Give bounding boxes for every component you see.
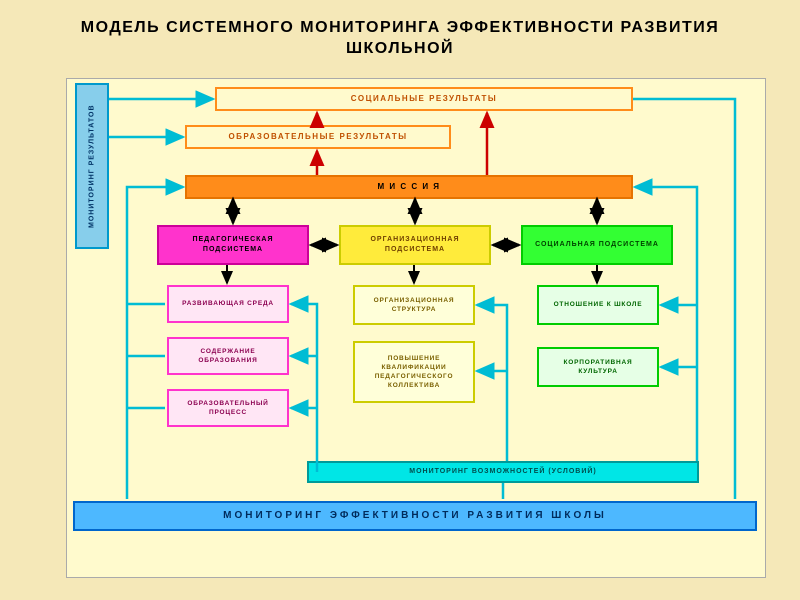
box-edu-results: ОБРАЗОВАТЕЛЬНЫЕ РЕЗУЛЬТАТЫ xyxy=(185,125,451,149)
box-mission: М И С С И Я xyxy=(185,175,633,199)
box-org-subsystem: ОРГАНИЗАЦИОННАЯ ПОДСИСТЕМА xyxy=(339,225,491,265)
box-edu-content: СОДЕРЖАНИЕ ОБРАЗОВАНИЯ xyxy=(167,337,289,375)
box-org-struct: ОРГАНИЗАЦИОННАЯ СТРУКТУРА xyxy=(353,285,475,325)
box-corp-cult: КОРПОРАТИВНАЯ КУЛЬТУРА xyxy=(537,347,659,387)
page-title: МОДЕЛЬ СИСТЕМНОГО МОНИТОРИНГА ЭФФЕКТИВНО… xyxy=(0,0,800,68)
box-mon-effectiveness: МОНИТОРИНГ ЭФФЕКТИВНОСТИ РАЗВИТИЯ ШКОЛЫ xyxy=(73,501,757,531)
box-ped-subsystem: ПЕДАГОГИЧЕСКАЯ ПОДСИСТЕМА xyxy=(157,225,309,265)
box-school-rel: ОТНОШЕНИЕ К ШКОЛЕ xyxy=(537,285,659,325)
box-soc-subsystem: СОЦИАЛЬНАЯ ПОДСИСТЕМА xyxy=(521,225,673,265)
sidebar-monitoring-results: МОНИТОРИНГ РЕЗУЛЬТАТОВ xyxy=(75,83,109,249)
box-dev-env: РАЗВИВАЮЩАЯ СРЕДА xyxy=(167,285,289,323)
box-qualif: ПОВЫШЕНИЕ КВАЛИФИКАЦИИ ПЕДАГОГИЧЕСКОГО К… xyxy=(353,341,475,403)
box-mon-conditions: МОНИТОРИНГ ВОЗМОЖНОСТЕЙ (УСЛОВИЙ) xyxy=(307,461,699,483)
diagram-container: МОНИТОРИНГ РЕЗУЛЬТАТОВ СОЦИАЛЬНЫЕ РЕЗУЛЬ… xyxy=(66,78,766,578)
box-edu-process: ОБРАЗОВАТЕЛЬНЫЙ ПРОЦЕСС xyxy=(167,389,289,427)
box-social-results: СОЦИАЛЬНЫЕ РЕЗУЛЬТАТЫ xyxy=(215,87,633,111)
